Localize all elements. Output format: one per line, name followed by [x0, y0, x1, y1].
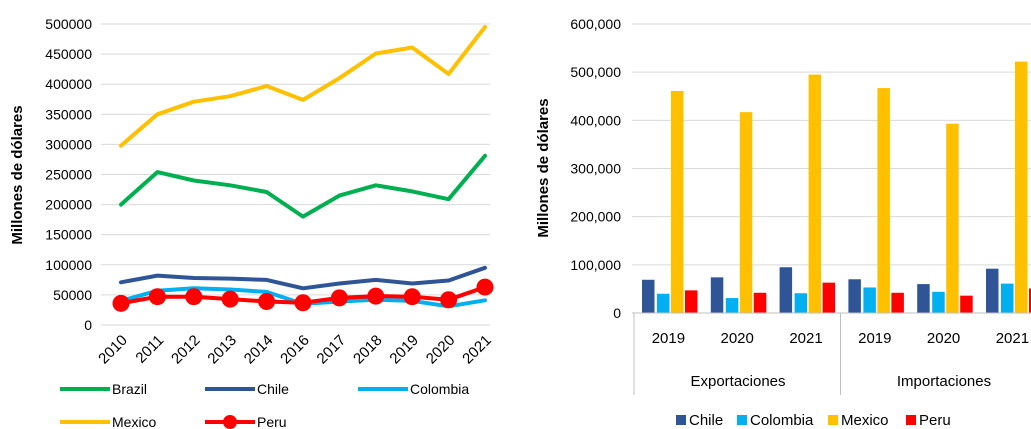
legend-marker-peru: [223, 415, 237, 429]
bar-peru: [960, 295, 973, 313]
series-line-mexico: [119, 25, 487, 148]
x-tick-label: 2016: [277, 332, 313, 368]
y-tick-label: 500000: [45, 16, 92, 32]
y-tick-label: 600,000: [570, 16, 621, 32]
bar-mexico: [739, 112, 753, 314]
legend-label-peru: Peru: [257, 414, 287, 429]
bar-mexico: [671, 90, 684, 314]
bar-peru: [1029, 288, 1031, 313]
legend-label-peru: Peru: [919, 412, 951, 429]
bar-colombia: [932, 291, 945, 313]
bar-mexico: [808, 74, 822, 313]
bar-peru: [753, 292, 767, 313]
y-axis-title: Millones de dólares: [535, 98, 552, 237]
x-tick-label: 2021: [459, 332, 495, 368]
data-point-peru: [112, 294, 130, 312]
y-tick-label: 200,000: [570, 209, 621, 225]
bar-colombia: [863, 287, 876, 313]
y-tick-label: 250000: [45, 167, 92, 183]
bar-chile: [779, 267, 793, 313]
x-tick-label: 2011: [132, 332, 167, 367]
bar-chart: 0 100,000 200,000 300,000 400,000 500,000 600,…: [535, 16, 1031, 429]
data-point-peru: [440, 291, 458, 309]
x-tick-label: 2019: [652, 330, 685, 347]
y-tick-label: 400000: [45, 76, 92, 92]
legend-label-chile: Chile: [689, 412, 723, 429]
legend-label-chile: Chile: [257, 381, 289, 397]
x-tick-label: 2019: [386, 332, 422, 368]
bar-peru: [685, 290, 698, 313]
line-chart: 0 50000 100000 150000 200000 250000 300000 3500…: [9, 16, 495, 429]
legend-label-colombia: Colombia: [410, 381, 469, 397]
bar-chile: [848, 279, 861, 313]
bar-chile: [917, 284, 930, 313]
y-axis-title: Millones de dólares: [9, 105, 26, 244]
legend-swatch-chile: [676, 415, 686, 425]
bar-colombia: [657, 293, 670, 313]
data-point-peru: [476, 278, 494, 296]
data-point-peru: [367, 287, 385, 305]
legend-label-colombia: Colombia: [750, 412, 814, 429]
x-tick-label: 2021: [789, 330, 822, 347]
data-point-peru: [294, 294, 312, 312]
bar-colombia: [1001, 283, 1014, 313]
bar-mexico: [1015, 61, 1028, 313]
bar-chile: [642, 279, 655, 313]
x-tick-label: 2020: [423, 332, 459, 368]
x-tick-label: 2021: [996, 330, 1029, 347]
bar-mexico: [946, 123, 959, 313]
bar-peru: [822, 282, 836, 313]
group-label: Importaciones: [897, 373, 991, 390]
data-point-peru: [330, 289, 348, 307]
y-tick-label: 100,000: [570, 257, 621, 273]
x-tick-label: 2014: [241, 332, 277, 368]
x-tick-label: 2010: [95, 332, 131, 368]
x-tick-label: 2017: [314, 332, 350, 368]
y-tick-label: 300000: [45, 136, 92, 152]
y-tick-label: 0: [613, 305, 621, 321]
y-tick-label: 200000: [45, 197, 92, 213]
x-tick-label: 2020: [927, 330, 960, 347]
data-point-peru: [148, 288, 166, 306]
y-tick-label: 350000: [45, 106, 92, 122]
bar-mexico: [877, 88, 890, 313]
y-tick-label: 0: [84, 317, 92, 333]
x-tick-label: 2013: [204, 332, 240, 368]
legend-label-brazil: Brazil: [112, 381, 147, 397]
y-tick-label: 150000: [45, 227, 92, 243]
bar-peru: [891, 292, 904, 313]
x-tick-label: 2020: [721, 330, 754, 347]
series-line-brazil: [119, 153, 487, 219]
y-tick-label: 400,000: [570, 112, 621, 128]
bar-chile: [986, 268, 999, 313]
data-point-peru: [185, 288, 203, 306]
bar-colombia: [794, 293, 808, 313]
data-point-peru: [258, 293, 276, 311]
y-tick-label: 450000: [45, 46, 92, 62]
y-tick-label: 100000: [45, 257, 92, 273]
x-tick-label: 2019: [858, 330, 891, 347]
bar-chile: [710, 277, 724, 313]
y-tick-label: 50000: [53, 287, 92, 303]
x-tick-label: 2012: [168, 332, 204, 368]
legend-label-mexico: Mexico: [841, 412, 889, 429]
data-point-peru: [221, 290, 239, 308]
y-tick-label: 300,000: [570, 161, 621, 177]
y-tick-label: 500,000: [570, 64, 621, 80]
group-label: Exportaciones: [690, 373, 785, 390]
bar-colombia: [725, 298, 739, 313]
legend-swatch-mexico: [828, 415, 838, 425]
x-tick-label: 2018: [350, 332, 386, 368]
legend-label-mexico: Mexico: [112, 414, 157, 429]
legend-swatch-peru: [906, 415, 916, 425]
data-point-peru: [403, 288, 421, 306]
series-line-chile: [119, 265, 487, 291]
legend-swatch-colombia: [737, 415, 747, 425]
